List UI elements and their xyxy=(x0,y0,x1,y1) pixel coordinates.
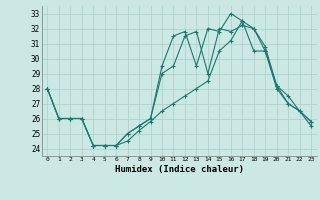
X-axis label: Humidex (Indice chaleur): Humidex (Indice chaleur) xyxy=(115,165,244,174)
